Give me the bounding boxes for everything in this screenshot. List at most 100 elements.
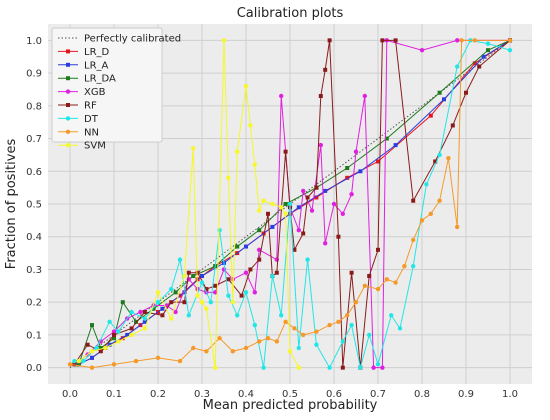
data-point-nn [89, 365, 95, 370]
data-point-lr-d [376, 159, 380, 164]
data-point-nn [507, 38, 513, 43]
x-tick-label: 0.1 [106, 389, 122, 400]
data-point-svm [213, 365, 218, 370]
data-point-lr-a [160, 306, 165, 311]
data-point-xgb [331, 201, 337, 207]
data-point-svm [252, 162, 257, 167]
series-layer [67, 38, 513, 370]
data-point-nn [67, 362, 73, 367]
data-point-lr-da [151, 306, 156, 311]
data-point-rf [160, 313, 165, 318]
x-tick-label: 0.8 [414, 389, 430, 400]
legend-label-lr-da: LR_DA [84, 74, 116, 85]
data-point-lr-da [90, 323, 94, 328]
data-point-lr-a [182, 290, 187, 295]
data-point-lr-da [76, 362, 81, 367]
data-point-lr-a [125, 332, 130, 337]
data-point-xgb [111, 329, 117, 334]
data-point-svm [248, 123, 253, 128]
data-point-nn [393, 280, 398, 285]
data-point-lr-a [142, 319, 147, 324]
legend-marker-lr-da [66, 76, 70, 81]
legend-label-svm: SVM [84, 141, 106, 152]
legend-marker-dt [65, 116, 71, 121]
data-point-dt [279, 313, 284, 318]
x-tick-label: 0.7 [370, 389, 386, 400]
data-point-dt [199, 280, 205, 285]
legend-label-nn: NN [84, 127, 99, 138]
data-point-rf [380, 38, 385, 43]
data-point-svm [204, 306, 209, 311]
data-point-lr-a [358, 169, 363, 174]
data-point-xgb [323, 241, 328, 246]
data-point-rf [305, 195, 310, 200]
data-point-lr-a [200, 274, 204, 278]
data-point-nn [459, 38, 464, 43]
data-point-dt [397, 326, 403, 331]
data-point-lr-a [270, 224, 275, 229]
data-point-lr-a [393, 143, 398, 148]
data-point-rf [274, 270, 279, 275]
data-point-lr-da [486, 48, 490, 53]
data-point-rf [213, 283, 218, 288]
data-point-lr-d [345, 175, 350, 180]
data-point-svm [235, 149, 240, 154]
data-point-nn [204, 349, 209, 354]
data-point-dt [375, 362, 381, 367]
legend-label-lr-a: LR_A [84, 60, 109, 71]
x-tick-label: 0.5 [282, 389, 298, 400]
data-point-nn [472, 38, 477, 43]
data-point-xgb [455, 38, 460, 43]
x-tick-label: 0.9 [458, 389, 474, 400]
data-point-dt [485, 41, 491, 46]
data-point-rf [301, 231, 306, 236]
data-point-rf [72, 362, 77, 367]
data-point-nn [362, 283, 367, 289]
data-point-svm [195, 293, 200, 298]
x-tick-label: 0.3 [194, 389, 210, 400]
data-point-rf [85, 342, 90, 347]
chart-title: Calibration plots [237, 6, 344, 21]
data-point-rf [477, 64, 482, 69]
data-point-nn [217, 335, 222, 341]
data-point-xgb [138, 309, 143, 315]
data-point-xgb [340, 211, 345, 217]
data-point-dt [217, 227, 222, 233]
data-point-dt [287, 201, 293, 207]
legend-label-xgb: XGB [84, 87, 106, 98]
data-point-nn [402, 263, 407, 269]
data-point-dt [169, 286, 174, 292]
data-point-nn [345, 313, 350, 318]
legend: Perfectly calibrated LR_D LR_A LR_DA XGB RF DT… [51, 27, 181, 152]
series-line-nn [69, 39, 510, 369]
data-point-dt [507, 47, 513, 53]
data-point-xgb [279, 93, 284, 99]
data-point-dt [455, 64, 460, 69]
data-point-xgb [213, 290, 218, 295]
data-point-rf [204, 287, 209, 292]
data-point-xgb [252, 290, 257, 295]
data-point-nn [384, 277, 389, 282]
y-tick-label: 0.4 [26, 232, 42, 243]
data-point-dt [155, 299, 161, 305]
legend-box [51, 27, 163, 143]
data-point-svm [199, 299, 205, 305]
legend-label-reference: Perfectly calibrated [84, 34, 181, 45]
data-point-dt [235, 313, 240, 318]
data-point-rf [292, 247, 297, 252]
data-point-xgb [243, 270, 249, 275]
data-point-lr-da [384, 136, 389, 141]
data-point-lr-da [112, 336, 116, 341]
data-point-rf [411, 198, 416, 203]
data-point-xgb [362, 93, 367, 99]
series-line-lr-a [78, 39, 511, 365]
x-tick-label: 0.4 [238, 389, 254, 400]
data-point-svm [103, 345, 108, 351]
data-point-dt [177, 257, 183, 262]
data-point-svm [155, 290, 161, 295]
series-line-svm [78, 40, 300, 368]
data-point-nn [446, 155, 451, 161]
data-point-svm [221, 38, 227, 43]
legend-marker-lr-a [66, 62, 70, 67]
data-point-rf [340, 365, 345, 370]
